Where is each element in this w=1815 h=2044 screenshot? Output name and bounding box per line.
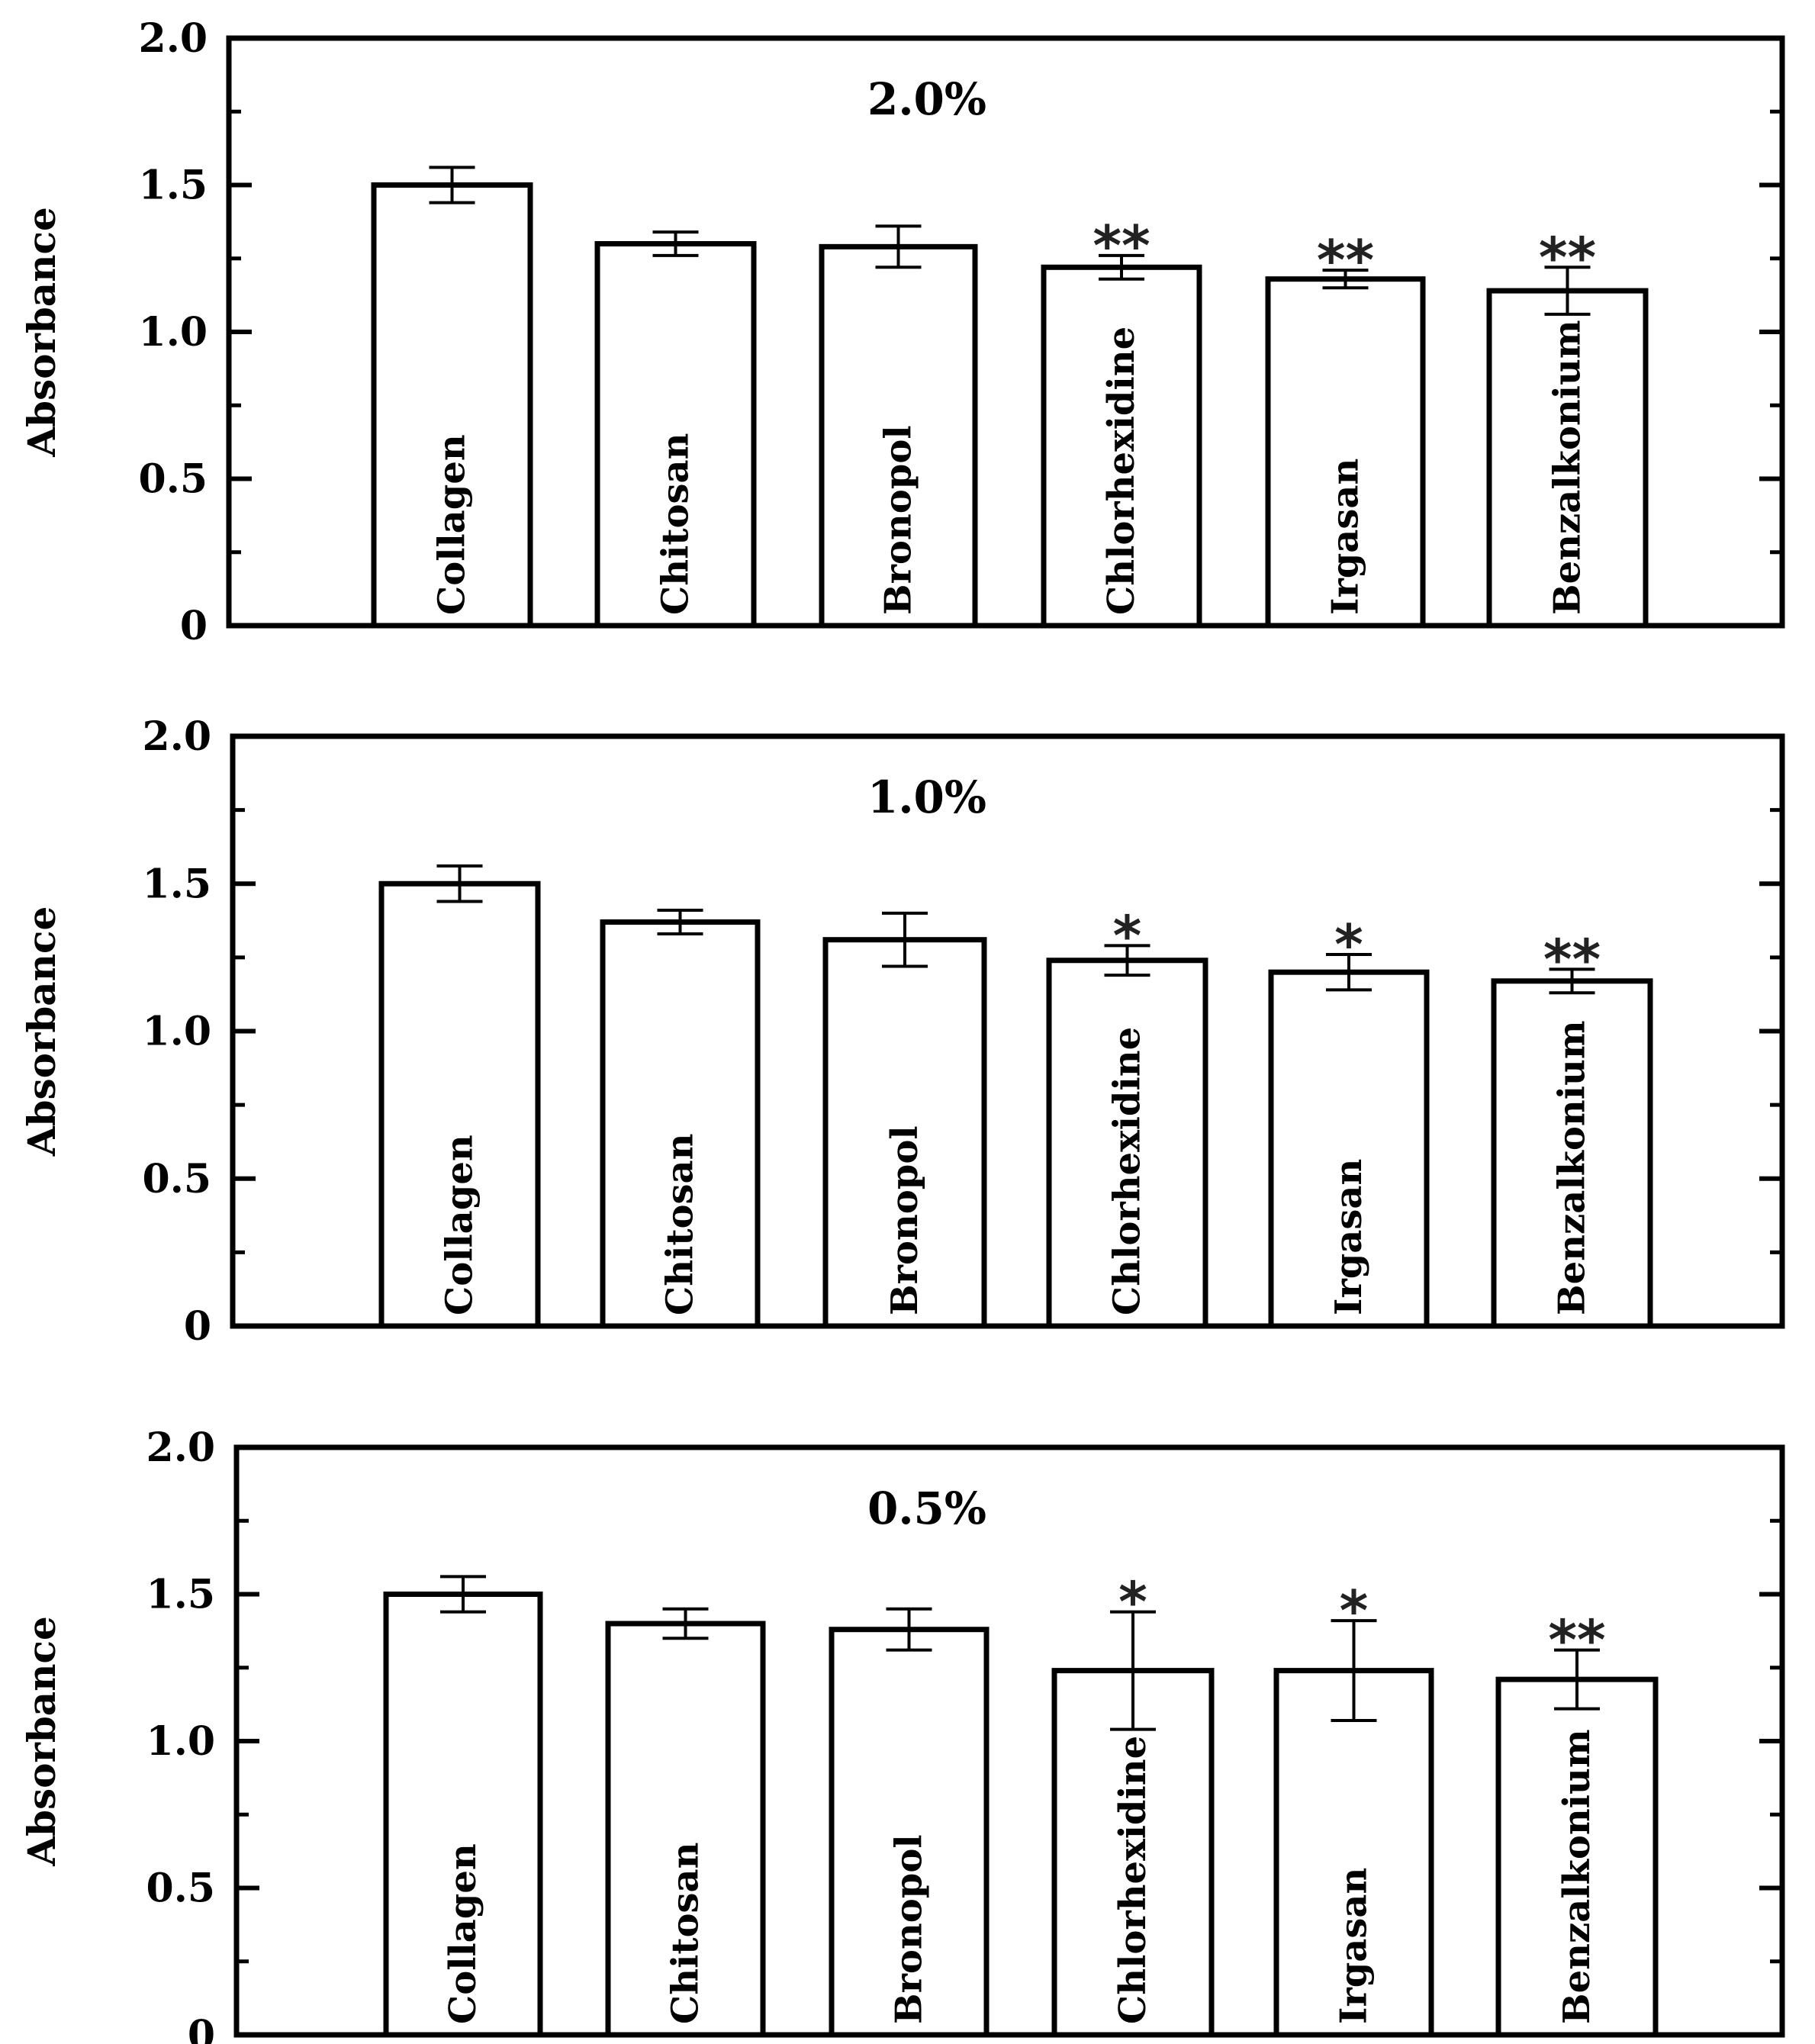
bar-category-label: Chitosan [665, 1842, 707, 2024]
panel-title: 2.0% [867, 73, 986, 125]
y-tick-label: 1.0 [143, 1009, 211, 1055]
chart-panels: 0 0.5 1.0 1.5 2.0 Absorbance 2.0% Collagen Chito… [19, 15, 1785, 2044]
significance-marker: ** [1317, 228, 1374, 292]
bar [1265, 276, 1426, 629]
bar-category-label: Benzalkonium [1556, 1729, 1598, 2024]
bar-category-label: Bronopol [888, 1834, 931, 2024]
bar [1486, 288, 1649, 629]
y-tick-label: 1.0 [146, 1718, 215, 1765]
bar-category-label: Irgasan [1327, 1159, 1370, 1315]
bar-category-label: Chlorhexidine [1106, 1027, 1149, 1315]
significance-marker: ** [1548, 1608, 1605, 1672]
y-tick-label: 0.5 [143, 1156, 211, 1202]
y-tick-label: 2.0 [146, 1424, 215, 1471]
y-axis-label: Absorbance [19, 906, 64, 1157]
bar [1041, 264, 1202, 629]
y-tick-label: 1.5 [143, 861, 211, 907]
bar [371, 182, 533, 629]
bar-category-label: Benzalkonium [1546, 320, 1589, 615]
significance-marker: ** [1093, 214, 1150, 278]
bar [829, 1627, 990, 2038]
bar-category-label: Chitosan [655, 433, 697, 615]
panel-title: 1.0% [867, 771, 986, 823]
y-tick-label: 0 [188, 2012, 215, 2044]
y-tick-label: 2.0 [139, 15, 208, 62]
significance-marker: * [1334, 913, 1363, 977]
bar [1495, 1676, 1659, 2038]
y-tick-label: 0 [180, 603, 208, 649]
bar-category-label: Irgasan [1333, 1868, 1376, 2024]
y-tick-label: 1.5 [146, 1572, 215, 1618]
bar [600, 919, 761, 1329]
bar-category-label: Collagen [439, 1135, 481, 1315]
bar [1273, 1668, 1434, 2038]
bar [605, 1621, 766, 2038]
significance-marker: * [1340, 1579, 1369, 1643]
chart-panel: 0 0.5 1.0 1.5 2.0 Absorbance 1.0% Collagen Chito… [19, 713, 1785, 1350]
y-axis-label: Absorbance [19, 207, 64, 458]
bar-category-label: Bronopol [877, 425, 920, 615]
y-axis-label: Absorbance [19, 1616, 64, 1867]
y-tick-label: 1.0 [139, 309, 208, 356]
bar-category-label: Collagen [431, 434, 474, 615]
bar-category-label: Chlorhexidine [1112, 1736, 1154, 2024]
bar-category-label: Irgasan [1324, 459, 1367, 615]
significance-marker: ** [1539, 225, 1596, 289]
bar [1491, 978, 1653, 1329]
bar-category-label: Chlorhexidine [1100, 327, 1143, 615]
bar [1268, 969, 1430, 1329]
y-tick-label: 1.5 [139, 163, 208, 209]
significance-marker: * [1113, 903, 1142, 967]
bar [1051, 1668, 1215, 2038]
bar-category-label: Bronopol [883, 1125, 926, 1315]
chart-panel: 0 0.5 1.0 1.5 2.0 Absorbance 0.5% Collagen Chito… [19, 1424, 1785, 2044]
bar [1046, 958, 1208, 1329]
panel-title: 0.5% [867, 1482, 986, 1534]
y-tick-label: 0.5 [146, 1865, 215, 1912]
significance-marker: ** [1543, 927, 1601, 991]
y-tick-label: 0 [184, 1303, 211, 1350]
bar [819, 243, 978, 629]
bar-category-label: Collagen [442, 1843, 484, 2024]
y-tick-label: 0.5 [139, 456, 208, 503]
bar [822, 937, 987, 1329]
significance-marker: * [1118, 1570, 1147, 1634]
bar-category-label: Chitosan [659, 1133, 702, 1315]
chart-panel: 0 0.5 1.0 1.5 2.0 Absorbance 2.0% Collagen Chito… [19, 15, 1785, 649]
bar-category-label: Benzalkonium [1551, 1020, 1594, 1315]
y-tick-label: 2.0 [143, 713, 211, 760]
